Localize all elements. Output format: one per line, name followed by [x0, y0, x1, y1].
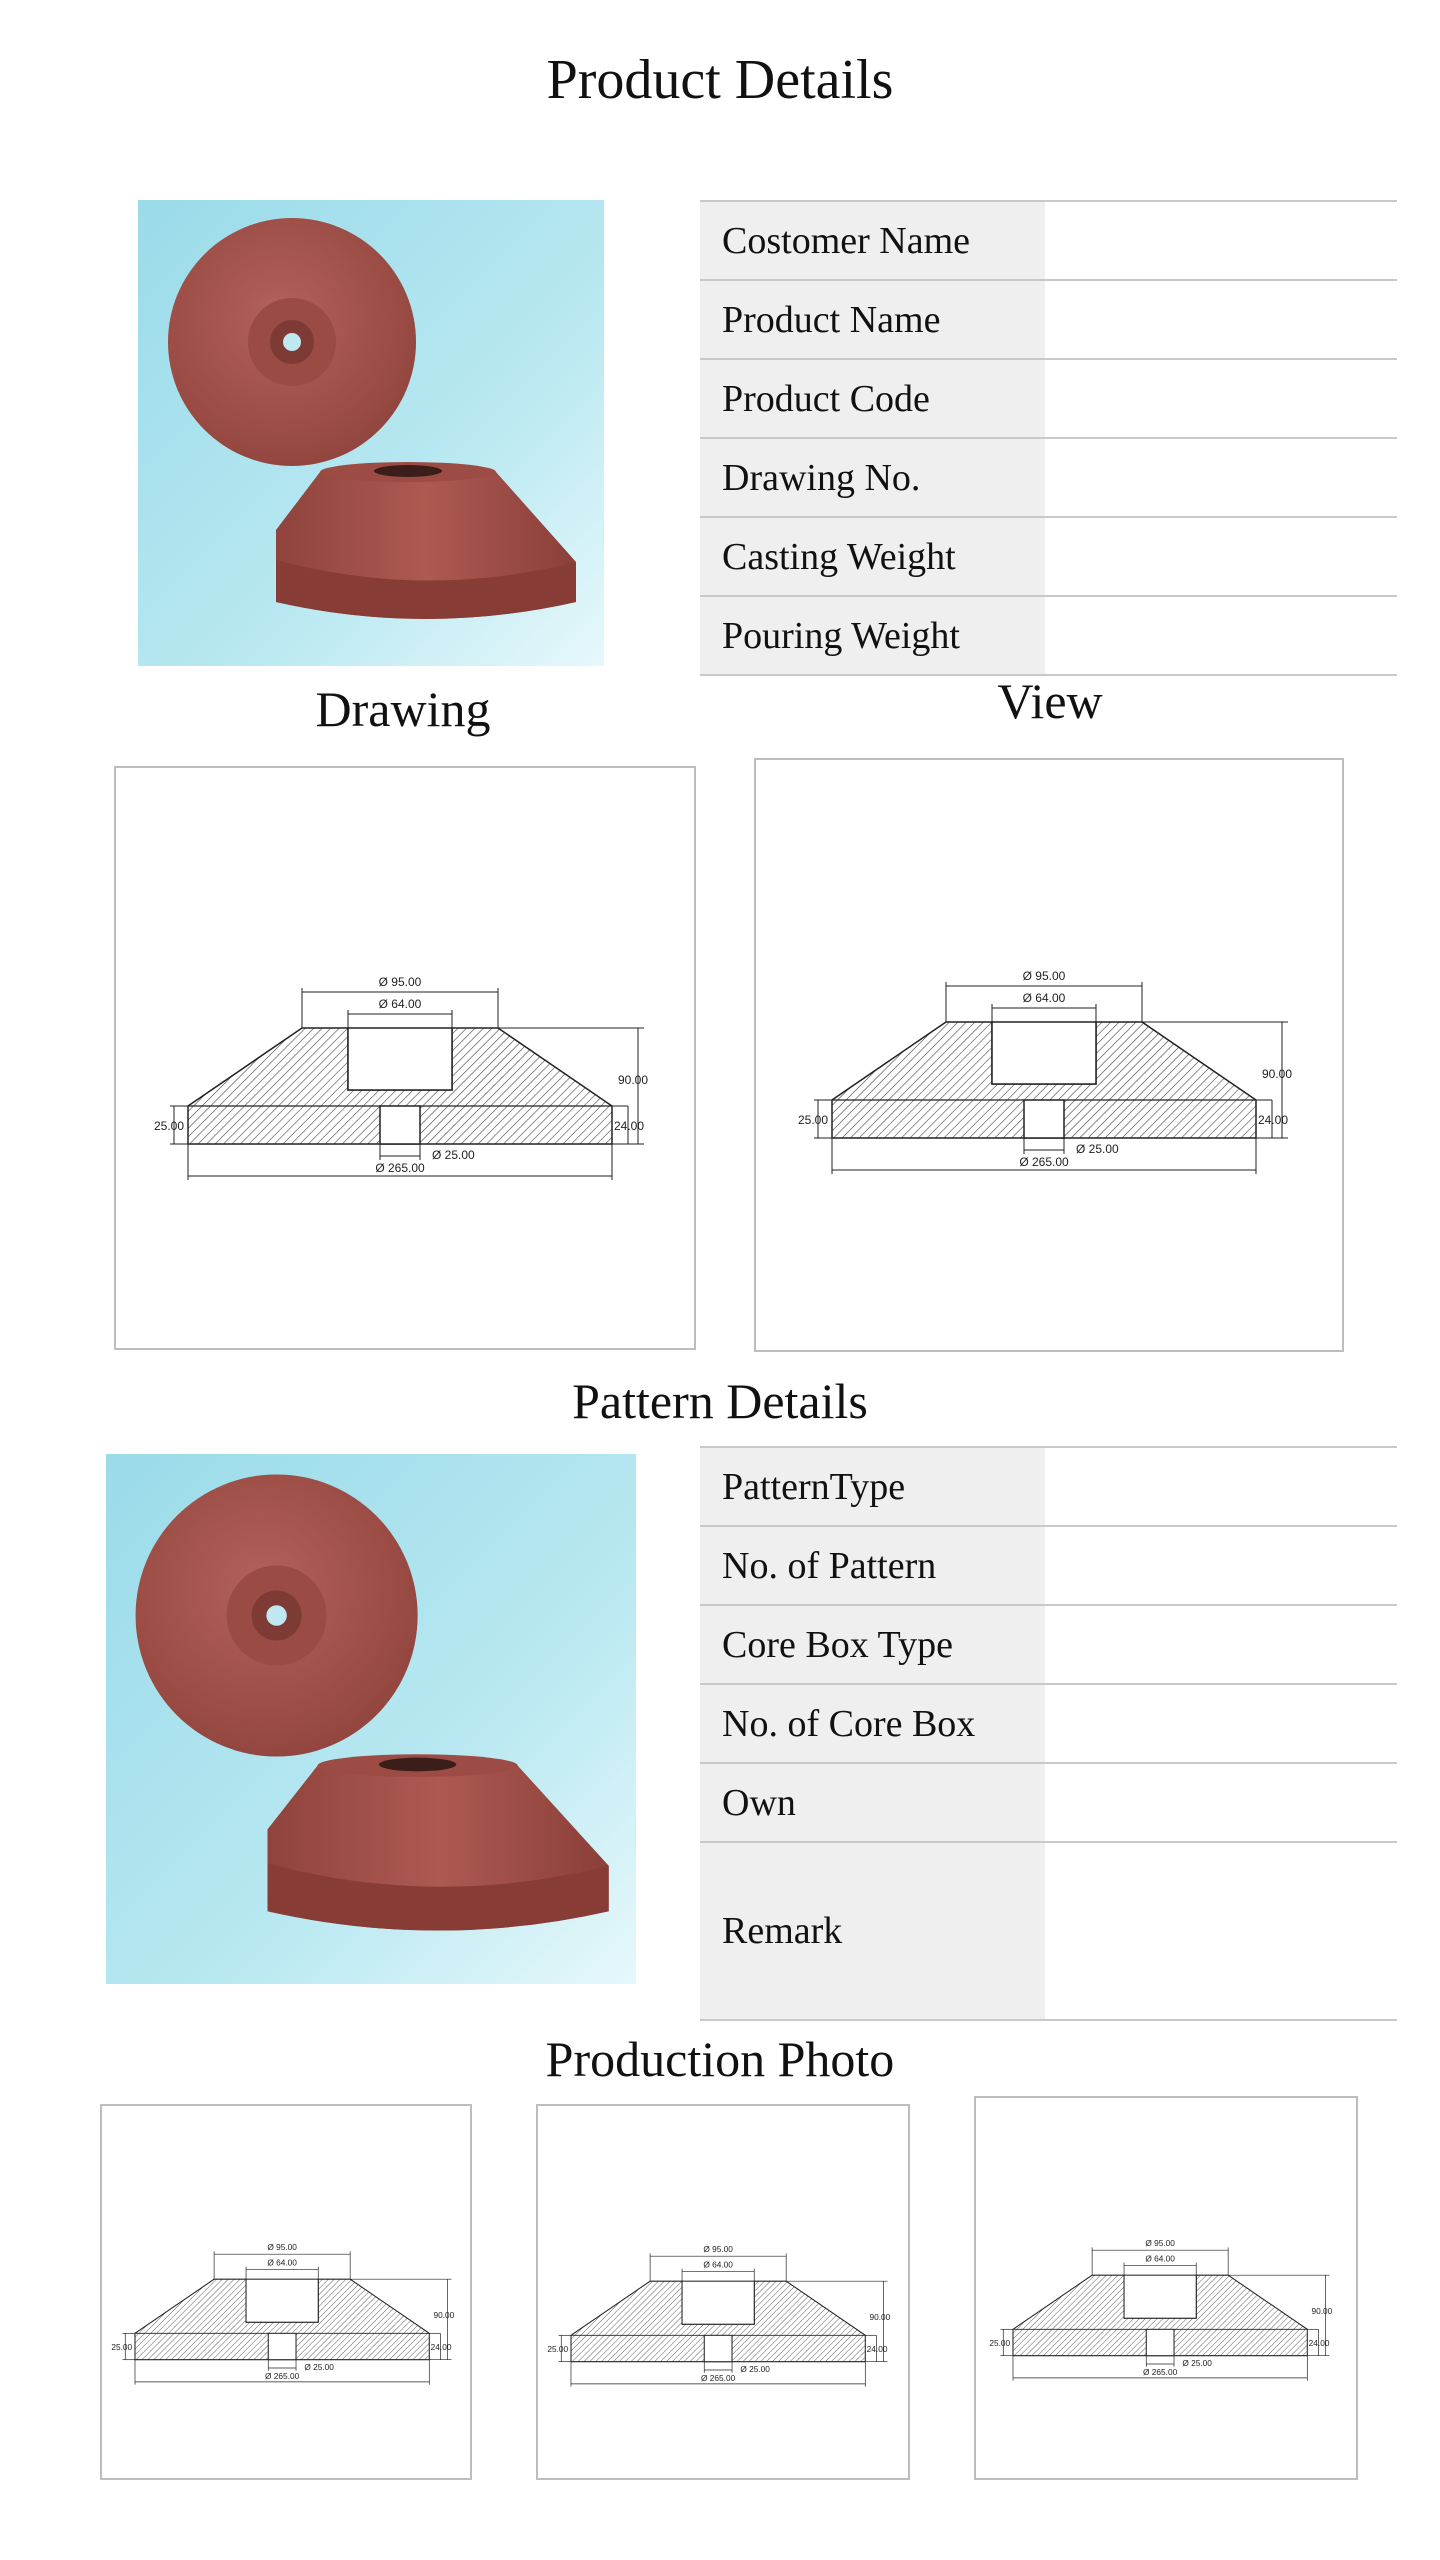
dim-right-edge: 24.00	[614, 1119, 644, 1133]
dim-bottom-hole: Ø 25.00	[1182, 2358, 1212, 2368]
dim-right-edge: 24.00	[1258, 1113, 1288, 1127]
dim-height: 90.00	[869, 2312, 890, 2322]
dim-left-edge: 25.00	[111, 2342, 132, 2352]
table-row: Pouring Weight	[700, 597, 1397, 676]
row-value	[1045, 1448, 1397, 1525]
row-label: Drawing No.	[700, 439, 1045, 516]
dim-base: Ø 265.00	[701, 2373, 736, 2383]
view-heading: View	[997, 673, 1103, 729]
dim-top-inner: Ø 64.00	[1023, 991, 1066, 1005]
dim-left-edge: 25.00	[798, 1113, 828, 1127]
table-row: Remark	[700, 1843, 1397, 2021]
view-frame: Ø 95.00 Ø 64.00 90.00 25.00 24.00 Ø 25.00 Ø 26…	[754, 758, 1344, 1352]
technical-drawing: Ø 95.00 Ø 64.00 90.00 25.00 24.00 Ø 25.00 Ø 26…	[798, 969, 1292, 1174]
dim-right-edge: 24.00	[1309, 2338, 1330, 2348]
dim-bottom-hole: Ø 25.00	[304, 2362, 334, 2372]
dim-left-edge: 25.00	[154, 1119, 184, 1133]
table-row: Product Name	[700, 281, 1397, 360]
table-row: No. of Core Box	[700, 1685, 1397, 1764]
dim-bottom-hole: Ø 25.00	[740, 2364, 770, 2374]
pattern-photo	[106, 1454, 636, 1984]
table-row: Own	[700, 1764, 1397, 1843]
pattern-heading: Pattern Details	[572, 1373, 868, 1429]
row-label: PatternType	[700, 1448, 1045, 1525]
dim-right-edge: 24.00	[867, 2344, 888, 2354]
dim-top-inner: Ø 64.00	[267, 2257, 297, 2267]
row-label: Product Name	[700, 281, 1045, 358]
table-row: Drawing No.	[700, 439, 1397, 518]
dim-right-edge: 24.00	[431, 2342, 452, 2352]
dim-top-outer: Ø 95.00	[267, 2242, 297, 2252]
production-photo-3: Ø 95.00 Ø 64.00 90.00 25.00 24.00 Ø 25.00 Ø 26…	[974, 2096, 1358, 2480]
row-value	[1045, 1764, 1397, 1841]
row-value	[1045, 281, 1397, 358]
dim-height: 90.00	[1262, 1067, 1292, 1081]
row-value	[1045, 439, 1397, 516]
dim-bottom-hole: Ø 25.00	[432, 1148, 475, 1162]
dim-left-edge: 25.00	[547, 2344, 568, 2354]
row-label: Core Box Type	[700, 1606, 1045, 1683]
table-row: No. of Pattern	[700, 1527, 1397, 1606]
dim-top-inner: Ø 64.00	[703, 2259, 733, 2269]
dim-top-outer: Ø 95.00	[703, 2244, 733, 2254]
row-label: Casting Weight	[700, 518, 1045, 595]
page-title: Product Details	[546, 49, 894, 111]
dim-base: Ø 265.00	[1143, 2367, 1178, 2377]
row-value	[1045, 360, 1397, 437]
dim-top-outer: Ø 95.00	[1145, 2238, 1175, 2248]
row-label: Remark	[700, 1843, 1045, 2019]
row-label: Own	[700, 1764, 1045, 1841]
row-value	[1045, 1527, 1397, 1604]
dim-top-inner: Ø 64.00	[379, 997, 422, 1011]
dim-bottom-hole: Ø 25.00	[1076, 1142, 1119, 1156]
row-value	[1045, 1843, 1397, 2019]
row-value	[1045, 202, 1397, 279]
row-label: Pouring Weight	[700, 597, 1045, 674]
dim-top-outer: Ø 95.00	[1023, 969, 1066, 983]
dim-base: Ø 265.00	[1019, 1155, 1069, 1169]
table-row: Costomer Name	[700, 202, 1397, 281]
row-value	[1045, 1685, 1397, 1762]
dim-top-outer: Ø 95.00	[379, 975, 422, 989]
drawing-frame: Ø 95.00 Ø 64.00 90.00 25.00 24.00 Ø 25.00 Ø 26…	[114, 766, 696, 1350]
drawing-heading: Drawing	[315, 681, 491, 737]
product-details-table: Costomer Name Product Name Product Code …	[700, 200, 1397, 676]
dim-top-inner: Ø 64.00	[1145, 2253, 1175, 2263]
technical-drawing: Ø 95.00 Ø 64.00 90.00 25.00 24.00 Ø 25.00 Ø 26…	[154, 975, 648, 1180]
technical-drawing: Ø 95.00 Ø 64.00 90.00 25.00 24.00 Ø 25.00 Ø 26…	[547, 2244, 891, 2387]
row-label: No. of Pattern	[700, 1527, 1045, 1604]
dim-left-edge: 25.00	[989, 2338, 1010, 2348]
table-row: Casting Weight	[700, 518, 1397, 597]
dim-base: Ø 265.00	[265, 2371, 300, 2381]
row-value	[1045, 518, 1397, 595]
table-row: PatternType	[700, 1448, 1397, 1527]
dim-height: 90.00	[618, 1073, 648, 1087]
row-label: Product Code	[700, 360, 1045, 437]
product-photo	[138, 200, 604, 666]
table-row: Core Box Type	[700, 1606, 1397, 1685]
dim-height: 90.00	[1311, 2306, 1332, 2316]
row-value	[1045, 1606, 1397, 1683]
row-value	[1045, 597, 1397, 674]
row-label: Costomer Name	[700, 202, 1045, 279]
technical-drawing: Ø 95.00 Ø 64.00 90.00 25.00 24.00 Ø 25.00 Ø 26…	[111, 2242, 455, 2385]
dim-height: 90.00	[433, 2310, 454, 2320]
dim-base: Ø 265.00	[375, 1161, 425, 1175]
row-label: No. of Core Box	[700, 1685, 1045, 1762]
table-row: Product Code	[700, 360, 1397, 439]
production-photo-1: Ø 95.00 Ø 64.00 90.00 25.00 24.00 Ø 25.00 Ø 26…	[100, 2104, 472, 2480]
pattern-details-table: PatternType No. of Pattern Core Box Type…	[700, 1446, 1397, 2021]
technical-drawing: Ø 95.00 Ø 64.00 90.00 25.00 24.00 Ø 25.00 Ø 26…	[989, 2238, 1333, 2381]
production-heading: Production Photo	[545, 2031, 895, 2087]
production-photo-2: Ø 95.00 Ø 64.00 90.00 25.00 24.00 Ø 25.00 Ø 26…	[536, 2104, 910, 2480]
